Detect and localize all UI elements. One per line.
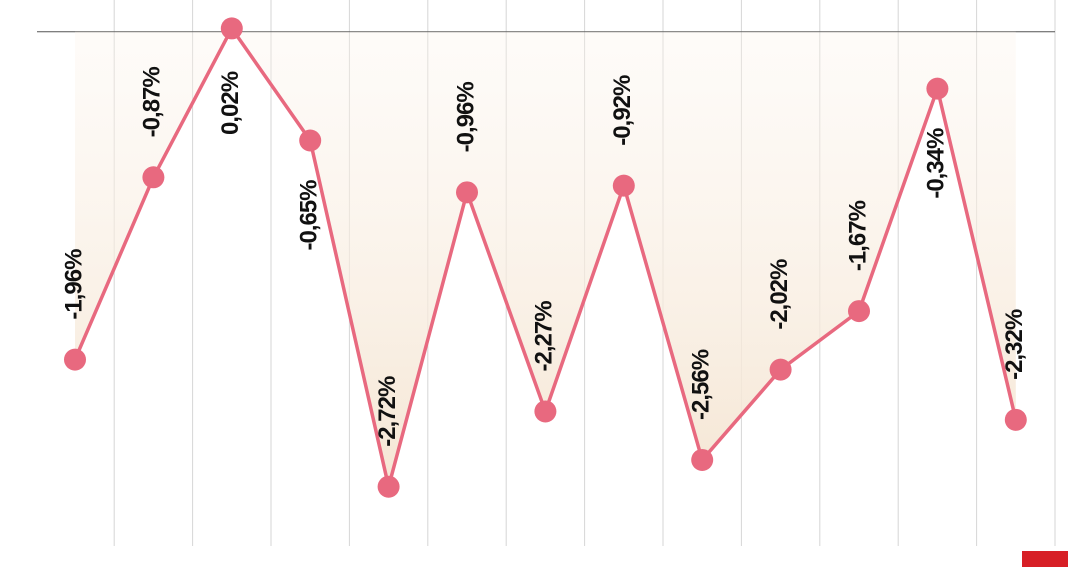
point: [456, 181, 478, 204]
point: [691, 448, 714, 471]
value-label: -0,96%: [452, 82, 479, 153]
logo: [1022, 551, 1068, 567]
point: [220, 17, 243, 40]
point: [769, 358, 792, 381]
value-label: -0,34%: [923, 128, 950, 199]
point: [299, 129, 322, 152]
value-label: -0,92%: [609, 75, 636, 146]
value-label: -2,27%: [531, 301, 558, 372]
plot: -1,96% -0,87% 0,02% -0,65% -2,72% -0,96% -2,27…: [60, 17, 1028, 498]
value-label: -2,72%: [374, 376, 401, 447]
point: [377, 475, 400, 498]
point: [64, 348, 86, 371]
value-label: 0,02%: [217, 71, 244, 135]
point: [612, 174, 635, 197]
point: [1004, 408, 1027, 431]
value-label: -0,87%: [139, 67, 166, 138]
area: [75, 28, 1016, 487]
value-label: -2,32%: [1001, 309, 1028, 380]
value-label: -1,67%: [844, 200, 871, 271]
point: [848, 300, 870, 323]
point: [534, 400, 557, 423]
value-label: -0,65%: [296, 180, 323, 251]
value-label: -2,02%: [766, 259, 793, 330]
point: [926, 77, 949, 100]
value-label: -2,56%: [688, 349, 715, 420]
point: [142, 166, 165, 189]
value-label: -1,96%: [60, 249, 87, 320]
